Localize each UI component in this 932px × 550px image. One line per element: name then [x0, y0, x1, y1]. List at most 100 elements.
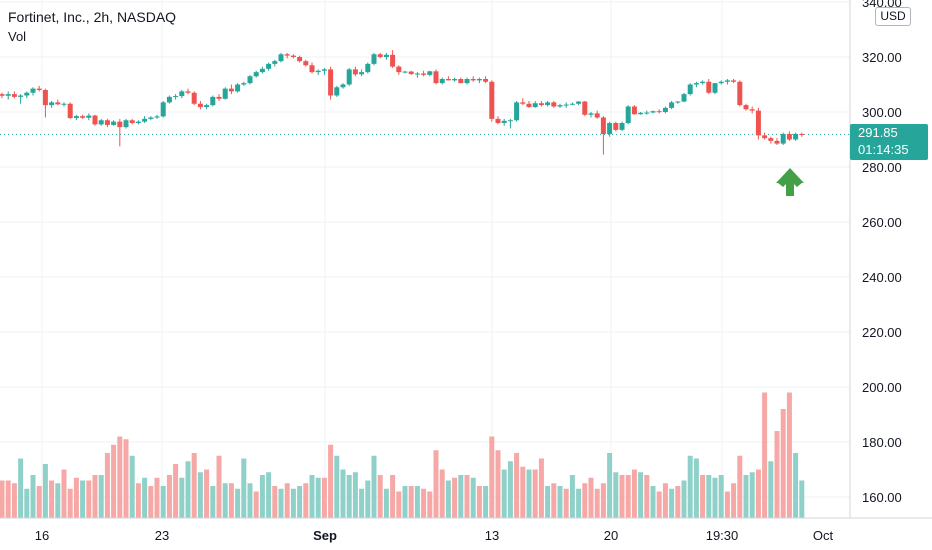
volume-bar [86, 480, 92, 518]
volume-bar [18, 458, 24, 518]
volume-bar [67, 488, 73, 518]
up-arrow-icon [776, 168, 804, 196]
candle-body [638, 112, 644, 115]
candle-body [11, 94, 17, 97]
candle-body [67, 103, 73, 119]
price-tick-label: 260.00 [862, 215, 902, 230]
volume-bar [123, 439, 129, 518]
price-axis[interactable]: 160.00 180.00 200.00 220.00 240.00 260.00 280.… [862, 0, 902, 505]
candle-body [433, 71, 439, 84]
candle-body [24, 92, 30, 96]
volume-bar [173, 464, 179, 518]
volume-bar [352, 472, 358, 518]
candle-body [514, 102, 520, 121]
candle-body [495, 118, 501, 123]
volume-bar [718, 475, 724, 518]
candle-body [569, 103, 575, 105]
candle-body [80, 116, 86, 118]
candle-body [272, 61, 278, 64]
volume-bar [148, 486, 154, 518]
candle-body [204, 105, 210, 108]
candle-body [340, 84, 346, 88]
candle-body [706, 81, 712, 93]
candle-body [179, 91, 185, 97]
candle-body [588, 113, 594, 115]
candle-body [117, 121, 123, 128]
candle-body [421, 73, 427, 75]
volume-bar [160, 486, 166, 518]
volume-bar [371, 455, 377, 518]
candle-body [365, 63, 371, 73]
time-tick-label: 23 [155, 528, 169, 543]
currency-badge[interactable]: USD [875, 7, 911, 26]
candle-body [762, 135, 768, 139]
candle-body [464, 79, 470, 84]
volume-bar [501, 469, 507, 518]
candle-body [228, 88, 234, 92]
candle-body [5, 94, 11, 96]
volume-bar [545, 486, 551, 518]
candle-body [328, 69, 334, 96]
candle-body [55, 102, 61, 105]
volume-bar [228, 483, 234, 518]
volume-bar [631, 469, 637, 518]
candle-body [656, 111, 662, 113]
time-axis[interactable]: 16 23 Sep 13 20 19:30 Oct [35, 528, 834, 543]
volume-bar [191, 453, 197, 518]
candle-body [86, 115, 92, 118]
volume-indicator-label[interactable]: Vol [8, 29, 27, 44]
price-tick-label: 160.00 [862, 490, 902, 505]
volume-bar [49, 480, 55, 518]
volume-bar [396, 491, 402, 518]
candle-body [216, 96, 222, 99]
time-tick-label: 13 [485, 528, 499, 543]
time-tick-label: 20 [604, 528, 618, 543]
candle-body [607, 123, 613, 134]
price-tick-label: 340.00 [862, 0, 902, 10]
candle-body [532, 103, 538, 108]
candle-body [191, 92, 197, 104]
candle-body [396, 66, 402, 73]
candle-body [718, 81, 724, 84]
volume-bar [290, 488, 296, 518]
price-tick-label: 320.00 [862, 50, 902, 65]
candle-body [173, 96, 179, 98]
candle-body [359, 72, 365, 75]
volume-bar [30, 475, 36, 518]
candle-body [408, 71, 414, 75]
candle-body [687, 84, 693, 95]
candle-body [427, 71, 433, 75]
volume-bar [600, 483, 606, 518]
candle-body [520, 102, 526, 104]
candle-body [297, 57, 303, 62]
volume-bar [458, 475, 464, 518]
volume-bar [61, 469, 67, 518]
candle-body [111, 121, 117, 125]
volume-bar [452, 477, 458, 518]
candle-body [73, 116, 79, 119]
candle-body [123, 120, 129, 128]
candle-body [755, 110, 761, 136]
volume-bar [36, 486, 42, 518]
candle-body [594, 113, 600, 118]
volume-bars [0, 392, 805, 518]
candlesticks [0, 50, 805, 155]
volume-bar [315, 477, 321, 518]
candle-body [142, 118, 148, 122]
volume-bar [607, 453, 613, 518]
volume-bar [104, 453, 110, 518]
candle-body [476, 79, 482, 81]
volume-bar [520, 466, 526, 518]
volume-bar [427, 491, 433, 518]
candle-body [501, 120, 507, 123]
candle-body [563, 104, 569, 106]
volume-bar [340, 469, 346, 518]
candle-body [693, 83, 699, 85]
candle-body [774, 140, 780, 144]
volume-bar [526, 469, 532, 518]
candle-body [452, 79, 458, 81]
volume-bar [445, 480, 451, 518]
volume-bar [743, 475, 749, 518]
volume-bar [780, 409, 786, 518]
